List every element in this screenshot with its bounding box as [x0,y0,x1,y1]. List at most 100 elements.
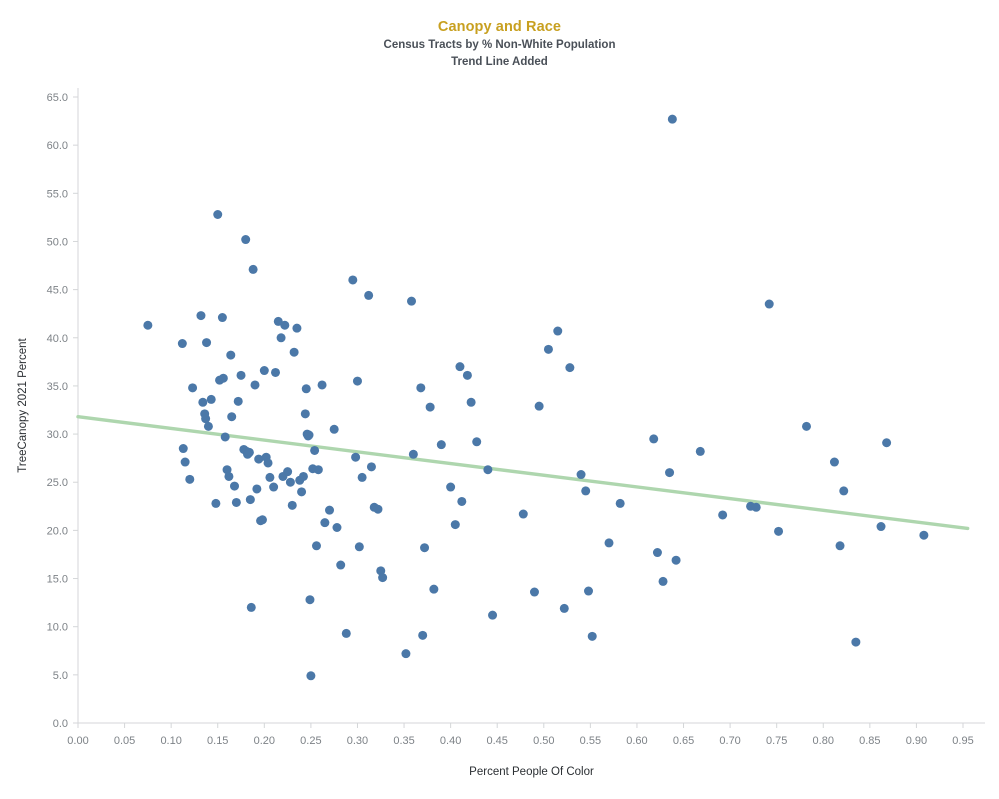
data-point[interactable] [196,311,206,321]
data-point[interactable] [774,526,784,536]
data-point[interactable] [280,320,290,330]
data-point[interactable] [188,383,198,393]
data-point[interactable] [287,500,297,510]
data-point[interactable] [276,333,286,343]
data-point[interactable] [436,440,446,450]
data-point[interactable] [273,316,283,326]
data-point[interactable] [222,465,232,475]
data-point[interactable] [259,366,269,376]
data-point[interactable] [244,447,254,457]
data-point[interactable] [202,338,212,348]
data-point[interactable] [332,522,342,532]
data-point[interactable] [483,465,493,475]
data-point[interactable] [252,484,262,494]
data-point[interactable] [839,486,849,496]
data-point[interactable] [604,538,614,548]
data-point[interactable] [348,275,358,285]
data-point[interactable] [310,445,320,455]
data-point[interactable] [671,555,681,565]
data-point[interactable] [835,541,845,551]
data-point[interactable] [667,114,677,124]
data-point[interactable] [652,548,662,558]
data-point[interactable] [320,518,330,528]
data-point[interactable] [829,457,839,467]
data-point[interactable] [543,344,553,354]
data-point[interactable] [263,458,273,468]
data-point[interactable] [311,541,321,551]
data-point[interactable] [236,370,246,380]
data-point[interactable] [233,396,243,406]
data-point[interactable] [565,363,575,373]
data-point[interactable] [325,505,335,515]
data-point[interactable] [341,628,351,638]
data-point[interactable] [198,397,208,407]
data-point[interactable] [220,432,230,442]
data-point[interactable] [230,481,240,491]
data-point[interactable] [416,383,426,393]
data-point[interactable] [446,482,456,492]
data-point[interactable] [177,339,187,349]
data-point[interactable] [283,467,293,477]
data-point[interactable] [269,482,279,492]
data-point[interactable] [364,290,374,300]
data-point[interactable] [218,373,228,383]
data-point[interactable] [352,376,362,386]
data-point[interactable] [246,602,256,612]
data-point[interactable] [919,530,929,540]
data-point[interactable] [224,471,234,481]
data-point[interactable] [245,495,255,505]
data-point[interactable] [357,472,367,482]
data-point[interactable] [518,509,528,519]
data-point[interactable] [203,421,213,431]
data-point[interactable] [373,504,383,514]
data-point[interactable] [300,409,310,419]
data-point[interactable] [250,380,260,390]
data-point[interactable] [665,468,675,478]
data-point[interactable] [285,477,295,487]
data-point[interactable] [227,412,237,422]
data-point[interactable] [206,394,216,404]
data-point[interactable] [143,320,153,330]
data-point[interactable] [576,470,586,480]
data-point[interactable] [376,566,386,576]
data-point[interactable] [764,299,774,309]
data-point[interactable] [301,384,311,394]
data-point[interactable] [313,465,323,475]
data-point[interactable] [231,497,241,507]
data-point[interactable] [180,457,190,467]
data-point[interactable] [457,496,467,506]
data-point[interactable] [429,584,439,594]
data-point[interactable] [695,446,705,456]
data-point[interactable] [407,296,417,306]
data-point[interactable] [882,438,892,448]
data-point[interactable] [876,522,886,532]
data-point[interactable] [336,560,346,570]
data-point[interactable] [420,543,430,553]
data-point[interactable] [289,347,299,357]
data-point[interactable] [751,502,761,512]
data-point[interactable] [305,595,315,605]
data-point[interactable] [292,323,302,333]
data-point[interactable] [418,630,428,640]
data-point[interactable] [462,370,472,380]
data-point[interactable] [649,434,659,444]
data-point[interactable] [185,474,195,484]
data-point[interactable] [553,326,563,336]
data-point[interactable] [450,520,460,530]
data-point[interactable] [559,603,569,613]
data-point[interactable] [488,610,498,620]
data-point[interactable] [584,586,594,596]
data-point[interactable] [351,452,361,462]
data-point[interactable] [201,414,211,424]
data-point[interactable] [851,637,861,647]
data-point[interactable] [226,350,236,360]
data-point[interactable] [304,430,314,440]
data-point[interactable] [211,498,221,508]
data-point[interactable] [317,380,327,390]
data-point[interactable] [265,472,275,482]
data-point[interactable] [329,424,339,434]
data-point[interactable] [466,397,476,407]
data-point[interactable] [587,631,597,641]
data-point[interactable] [248,264,258,274]
data-point[interactable] [241,235,251,245]
